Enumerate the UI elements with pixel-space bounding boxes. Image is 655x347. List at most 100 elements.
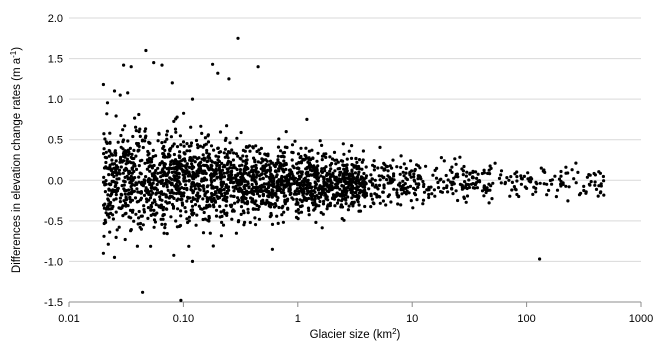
data-point xyxy=(106,101,109,104)
data-point xyxy=(371,198,374,201)
x-tick-label: 0.01 xyxy=(58,313,79,325)
data-point xyxy=(277,155,280,158)
data-point xyxy=(130,192,133,195)
data-point xyxy=(134,213,137,216)
data-point xyxy=(317,176,320,179)
data-point xyxy=(102,235,105,238)
data-point xyxy=(116,228,119,231)
data-point xyxy=(320,144,323,147)
data-point xyxy=(392,188,395,191)
data-point xyxy=(154,213,157,216)
data-point xyxy=(176,207,179,210)
data-point xyxy=(152,61,155,64)
data-point xyxy=(498,177,501,180)
data-point xyxy=(383,167,386,170)
data-point xyxy=(168,196,171,199)
data-point xyxy=(397,194,400,197)
data-point xyxy=(140,181,143,184)
data-point xyxy=(375,186,378,189)
data-point xyxy=(285,146,288,149)
data-point xyxy=(538,257,541,260)
data-point xyxy=(183,151,186,154)
x-axis-title: Glacier size (km2) xyxy=(310,327,401,342)
data-point xyxy=(232,189,235,192)
data-point xyxy=(155,177,158,180)
data-point xyxy=(297,152,300,155)
data-point xyxy=(231,210,234,213)
data-point xyxy=(194,160,197,163)
data-point xyxy=(389,200,392,203)
data-point xyxy=(352,164,355,167)
data-point xyxy=(531,193,534,196)
data-point xyxy=(183,206,186,209)
data-point xyxy=(263,189,266,192)
data-point xyxy=(239,188,242,191)
data-point xyxy=(136,200,139,203)
data-point xyxy=(138,145,141,148)
data-point xyxy=(545,193,548,196)
data-point xyxy=(416,177,419,180)
data-point xyxy=(141,291,144,294)
data-point xyxy=(240,131,243,134)
data-point xyxy=(445,174,448,177)
data-point xyxy=(568,185,571,188)
data-point xyxy=(297,161,300,164)
data-point xyxy=(179,183,182,186)
data-point xyxy=(247,211,250,214)
data-point xyxy=(351,173,354,176)
data-point xyxy=(164,174,167,177)
data-point xyxy=(163,162,166,165)
data-point xyxy=(179,143,182,146)
data-point xyxy=(339,205,342,208)
data-point xyxy=(185,142,188,145)
data-point xyxy=(208,157,211,160)
data-point xyxy=(282,188,285,191)
data-point xyxy=(252,175,255,178)
data-point xyxy=(137,176,140,179)
data-point xyxy=(108,216,111,219)
data-point xyxy=(134,126,137,129)
data-point xyxy=(466,194,469,197)
data-point xyxy=(159,179,162,182)
data-point xyxy=(322,200,325,203)
data-point xyxy=(602,175,605,178)
data-point xyxy=(194,198,197,201)
data-point xyxy=(252,157,255,160)
data-point xyxy=(291,143,294,146)
data-point xyxy=(395,165,398,168)
data-point xyxy=(262,177,265,180)
data-point xyxy=(440,156,443,159)
data-point xyxy=(462,165,465,168)
data-point xyxy=(308,213,311,216)
data-point xyxy=(422,183,425,186)
data-point xyxy=(117,141,120,144)
data-point xyxy=(446,190,449,193)
data-point xyxy=(137,113,140,116)
axes xyxy=(69,302,641,307)
data-point xyxy=(215,209,218,212)
data-point xyxy=(473,187,476,190)
data-point xyxy=(111,213,114,216)
data-point xyxy=(412,187,415,190)
data-point xyxy=(108,231,111,234)
data-point xyxy=(220,234,223,237)
data-point xyxy=(363,190,366,193)
data-point xyxy=(107,199,110,202)
data-point xyxy=(135,129,138,132)
data-point xyxy=(196,172,199,175)
data-point xyxy=(282,151,285,154)
data-point xyxy=(371,184,374,187)
data-point xyxy=(341,177,344,180)
data-point xyxy=(450,166,453,169)
data-point xyxy=(260,172,263,175)
data-point xyxy=(104,156,107,159)
data-point xyxy=(362,194,365,197)
data-point xyxy=(120,146,123,149)
data-point xyxy=(370,193,373,196)
data-point xyxy=(293,193,296,196)
data-point xyxy=(144,175,147,178)
data-point xyxy=(500,181,503,184)
data-point xyxy=(213,179,216,182)
data-point xyxy=(171,203,174,206)
data-point xyxy=(571,168,574,171)
